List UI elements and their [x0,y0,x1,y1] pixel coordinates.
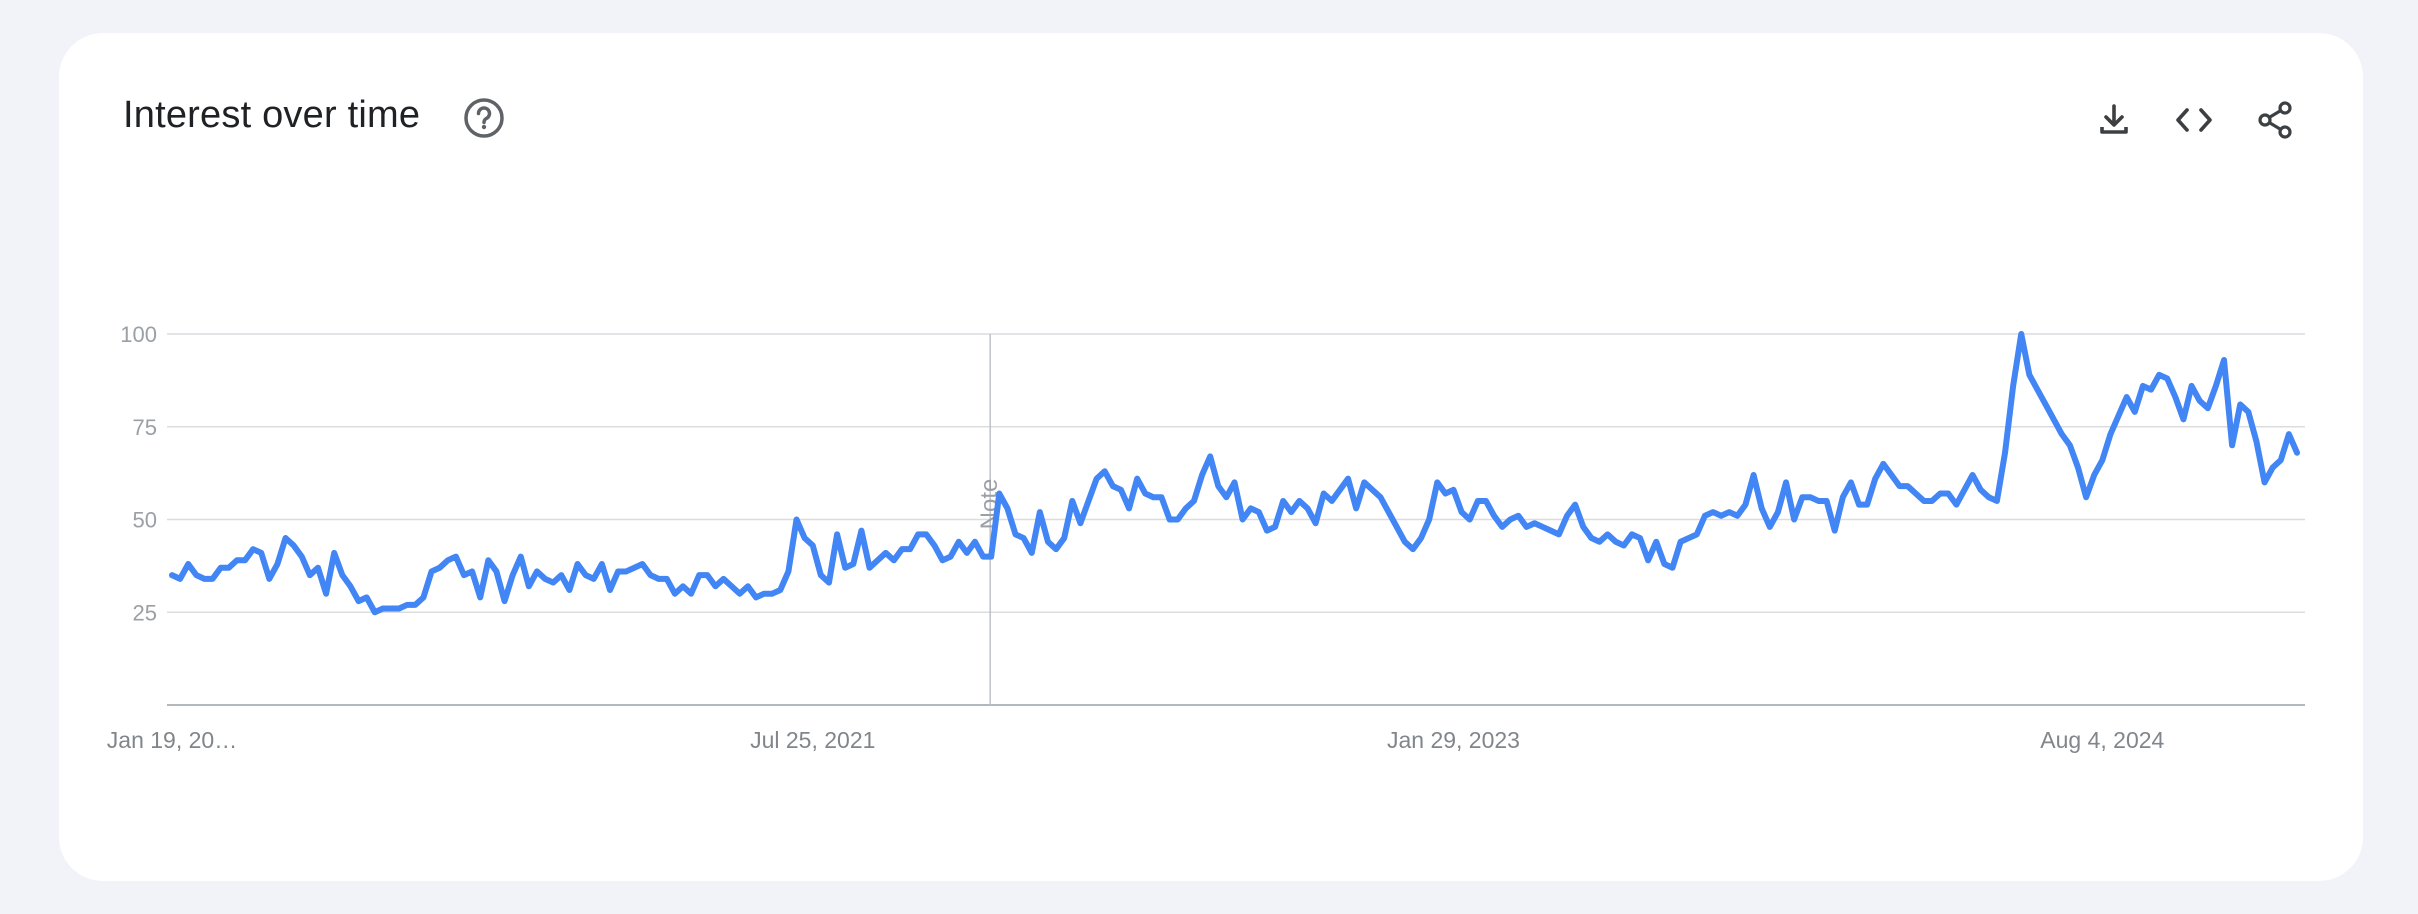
x-tick-label: Jan 19, 20… [107,727,237,753]
y-tick-label: 100 [120,322,157,347]
x-tick-label: Jul 25, 2021 [750,727,875,753]
y-tick-label: 25 [133,600,157,625]
series-line [169,331,2300,616]
y-tick-label: 50 [133,508,157,533]
x-tick-label: Jan 29, 2023 [1387,727,1520,753]
x-tick-label: Aug 4, 2024 [2040,727,2164,753]
chart-title: Interest over time [123,94,421,136]
embed-code-icon[interactable] [2170,96,2218,144]
download-icon[interactable] [2090,96,2138,144]
y-tick-label: 75 [133,415,157,440]
help-circle-icon[interactable] [462,96,506,140]
share-icon[interactable] [2251,96,2299,144]
